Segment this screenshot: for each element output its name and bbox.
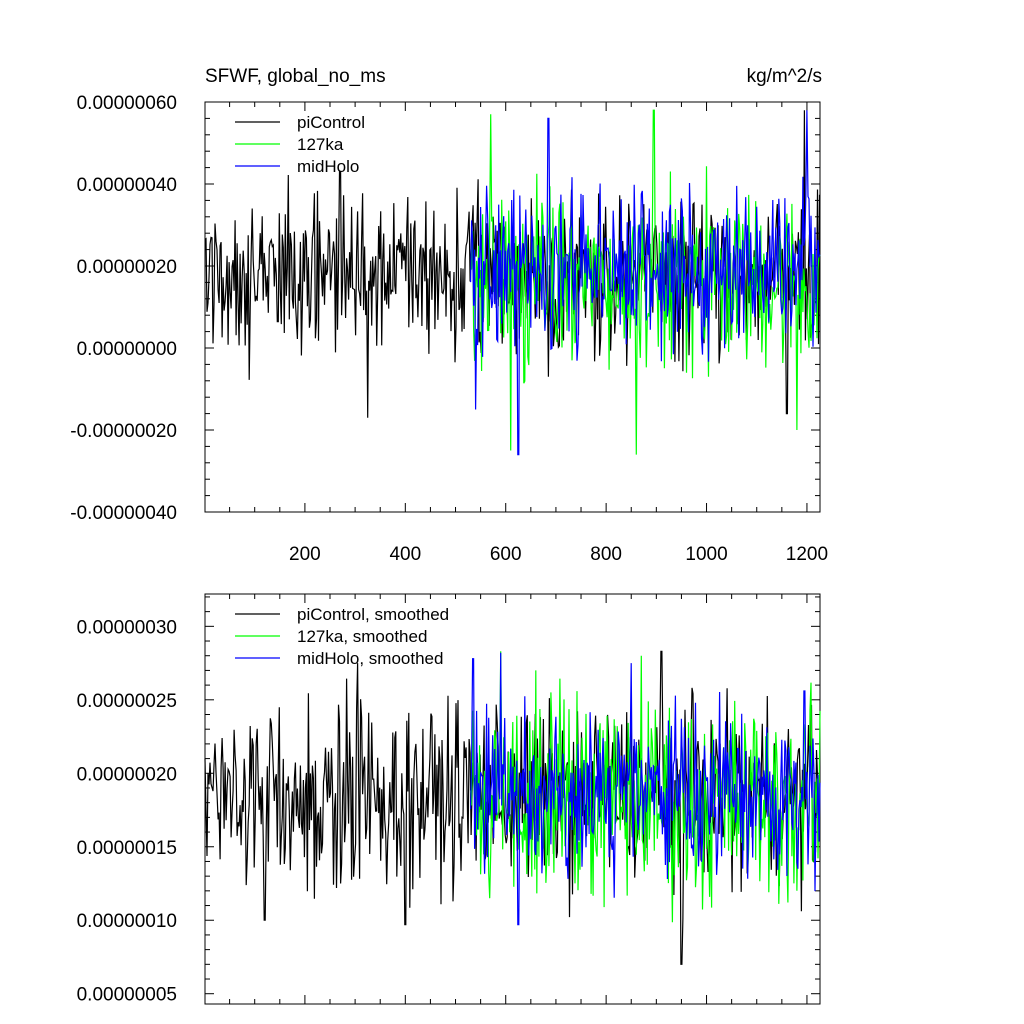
y-tick-label: 0.00000040 [77, 175, 177, 196]
y-tick-label: 0.00000060 [77, 93, 177, 114]
panel-units-label: kg/m^2/s [747, 66, 822, 87]
legend-label: midHolo, smoothed [297, 649, 443, 668]
legend-label: 127ka, smoothed [297, 627, 427, 646]
y-tick-label: -0.00000020 [70, 421, 177, 442]
series-line-2 [470, 652, 821, 926]
x-tick-label: 1000 [685, 544, 727, 565]
series-line-0 [204, 650, 821, 965]
x-tick-label: 800 [590, 544, 622, 565]
y-tick-label: 0.00000005 [77, 985, 177, 1006]
legend-label: 127ka [297, 135, 344, 154]
legend-label: piControl, smoothed [297, 605, 449, 624]
y-tick-label: 0.00000030 [77, 617, 177, 638]
plot-frame [204, 101, 821, 513]
panel-title-left: SFWF, global_no_ms [205, 66, 386, 87]
y-tick-label: 0.00000020 [77, 257, 177, 278]
y-tick-label: 0.00000025 [77, 691, 177, 712]
y-tick-label: 0.00000010 [77, 911, 177, 932]
legend-label: midHolo [297, 157, 359, 176]
x-tick-label: 600 [490, 544, 522, 565]
y-tick-label: -0.00000040 [70, 503, 177, 524]
x-tick-label: 400 [389, 544, 421, 565]
y-tick-label: 0.00000000 [77, 339, 177, 360]
y-tick-label: 0.00000015 [77, 838, 177, 859]
panel-top-raw: 200 400 600 800 1000 1200 -0.00000040 -0.000000… [70, 93, 828, 565]
x-tick-label: 200 [289, 544, 321, 565]
x-tick-label: 1200 [786, 544, 828, 565]
panel-bottom-smoothed: 0.00000005 0.00000010 0.00000015 0.00000020… [77, 593, 821, 1006]
y-tick-label: 0.00000020 [77, 764, 177, 785]
series-line-2 [470, 110, 821, 456]
legend-label: piControl [297, 113, 365, 132]
